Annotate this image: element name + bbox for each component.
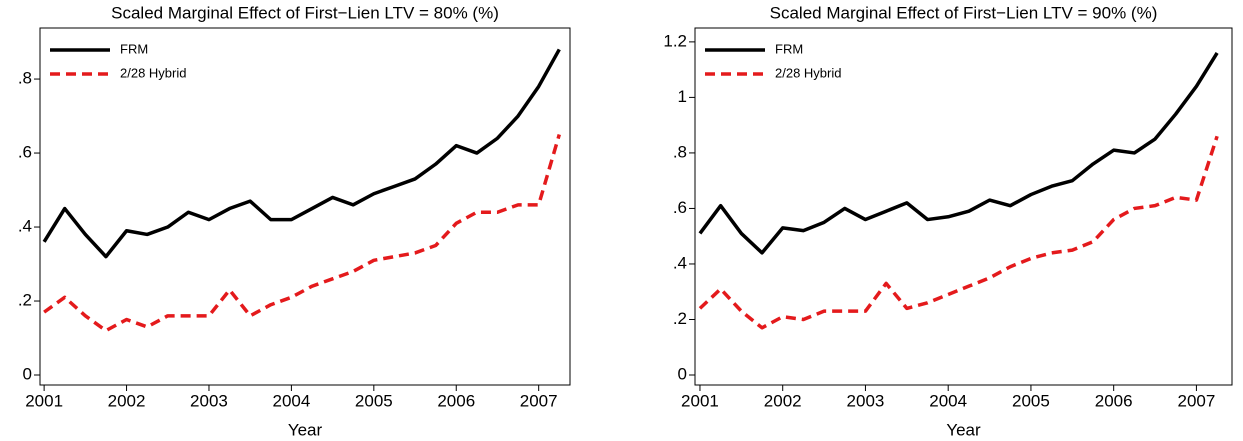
y-tick-label: .4 <box>18 217 32 236</box>
x-tick-label: 2003 <box>190 391 228 410</box>
y-tick-label: .4 <box>673 253 687 272</box>
legend-label: 2/28 Hybrid <box>120 65 186 80</box>
chart-title: Scaled Marginal Effect of First−Lien LTV… <box>111 3 499 22</box>
series-line <box>43 134 561 333</box>
series-line <box>698 52 1219 255</box>
x-tick-label: 2006 <box>437 391 475 410</box>
y-tick-label: .8 <box>673 142 687 161</box>
x-tick-label: 2004 <box>929 391 967 410</box>
y-tick-label: 1 <box>678 87 687 106</box>
x-tick-label: 2002 <box>108 391 146 410</box>
plot-frame <box>694 27 1233 386</box>
x-tick-label: 2001 <box>681 391 719 410</box>
x-tick-label: 2007 <box>520 391 558 410</box>
legend-label: FRM <box>120 41 148 56</box>
y-tick-label: .6 <box>673 198 687 217</box>
chart-title: Scaled Marginal Effect of First−Lien LTV… <box>770 3 1158 22</box>
y-tick-label: .2 <box>673 309 687 328</box>
x-tick-label: 2007 <box>1178 391 1216 410</box>
y-tick-label: 0 <box>678 364 687 383</box>
y-tick-label: .6 <box>18 143 32 162</box>
x-tick-label: 2002 <box>764 391 802 410</box>
y-tick-label: .8 <box>18 69 32 88</box>
legend-label: 2/28 Hybrid <box>775 65 841 80</box>
x-axis-label: Year <box>946 420 981 439</box>
y-tick-label: 0 <box>23 364 32 383</box>
y-tick-label: 1.2 <box>663 31 687 50</box>
x-axis-label: Year <box>288 420 323 439</box>
plot-frame <box>39 27 571 386</box>
x-tick-label: 2006 <box>1095 391 1133 410</box>
x-tick-label: 2001 <box>25 391 63 410</box>
legend-label: FRM <box>775 41 803 56</box>
series-line <box>42 48 561 259</box>
y-tick-label: .2 <box>18 291 32 310</box>
x-tick-label: 2005 <box>1012 391 1050 410</box>
x-tick-label: 2003 <box>847 391 885 410</box>
series-line <box>698 135 1219 330</box>
x-tick-label: 2005 <box>355 391 393 410</box>
x-tick-label: 2004 <box>272 391 310 410</box>
